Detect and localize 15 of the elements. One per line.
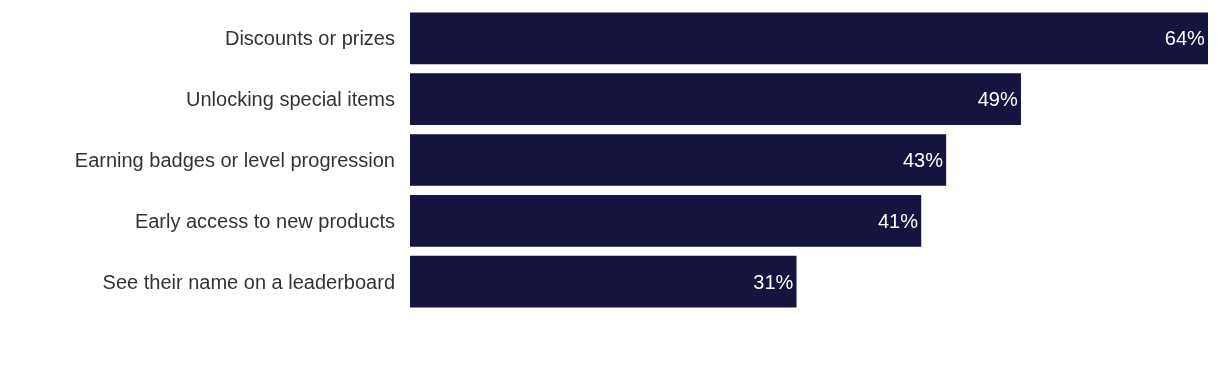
data-label: 43%: [902, 149, 944, 171]
data-label: 49%: [977, 88, 1018, 111]
bar: [410, 12, 1208, 65]
bar: [410, 255, 797, 308]
y-tick-label: Discounts or prizes: [224, 27, 395, 50]
y-tick-label: Earning badges or level progression: [74, 149, 395, 171]
data-label: 64%: [1164, 27, 1205, 50]
bar: [410, 73, 1021, 126]
y-tick-label: See their name on a leaderboard: [102, 270, 395, 293]
y-tick-label: Unlocking special items: [186, 88, 395, 111]
data-label: 31%: [753, 270, 794, 293]
y-tick-label: Early access to new products: [134, 209, 395, 232]
bar: [410, 194, 922, 247]
bar: [410, 134, 947, 186]
data-label: 41%: [877, 209, 919, 232]
